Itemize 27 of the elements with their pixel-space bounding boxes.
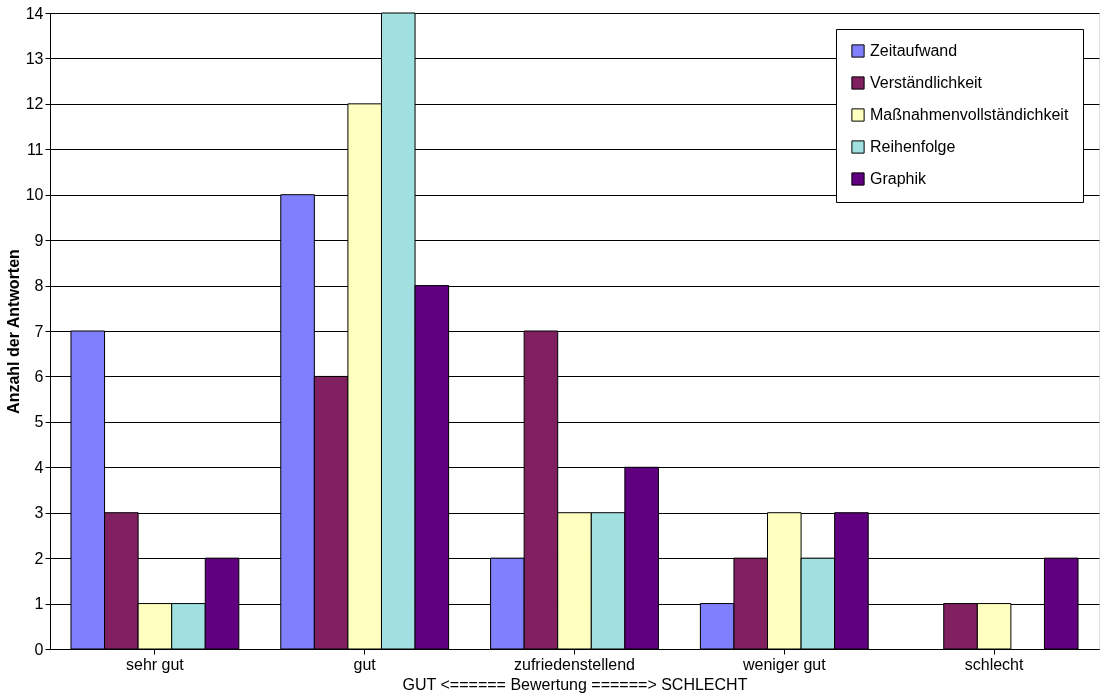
x-tick-label: weniger gut [741,655,827,673]
x-axis-title: GUT <====== Bewertung ======> SCHLECHT [402,675,748,693]
y-tick-label: 3 [34,504,44,522]
x-tick-label: schlecht [964,655,1024,673]
y-tick-label: 8 [34,277,44,295]
y-tick-label: 0 [34,640,44,658]
y-tick-label: 6 [34,367,44,385]
legend-label: Zeitaufwand [870,42,958,59]
y-tick-label: 14 [25,4,44,22]
y-tick-label: 13 [25,49,44,67]
y-tick-label: 11 [26,140,44,158]
y-tick-label: 5 [34,413,44,431]
y-axis-title: Anzahl der Antworten [4,249,22,414]
y-tick-label: 12 [25,95,44,113]
y-tick-label: 1 [34,595,44,613]
y-tick-label: 2 [34,549,44,567]
legend-label: Maßnahmenvollständichkeit [870,106,1069,123]
y-tick-label: 10 [25,186,44,204]
y-tick-label: 4 [34,458,44,476]
x-tick-label: zufriedenstellend [514,655,635,673]
legend-label: Reihenfolge [870,138,956,155]
y-tick-label: 9 [34,231,44,249]
x-tick-label: gut [353,655,377,673]
y-tick-label: 7 [34,322,44,340]
legend-label: Verständlichkeit [870,74,983,91]
x-tick-label: sehr gut [125,655,185,673]
legend-label: Graphik [870,170,928,187]
